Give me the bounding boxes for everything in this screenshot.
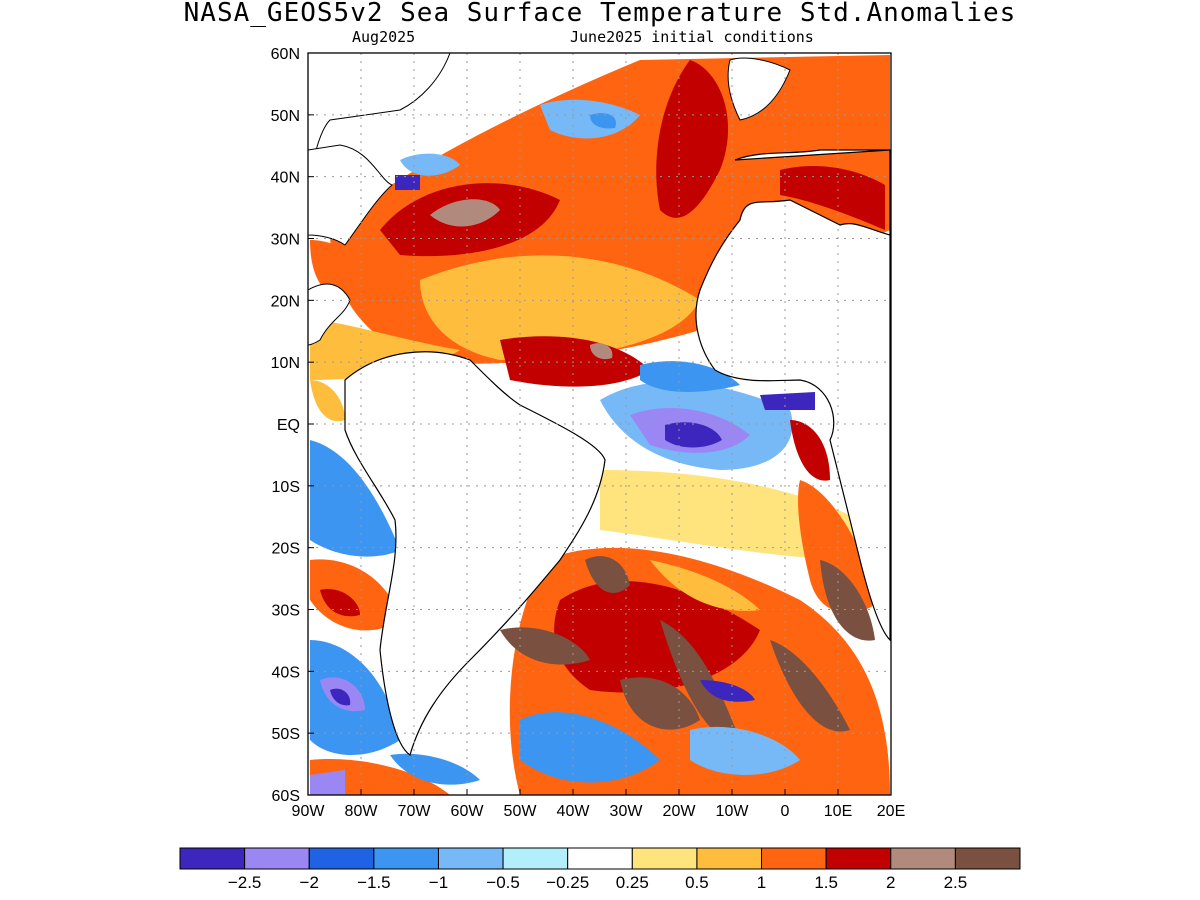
chart-title: NASA_GEOS5v2 Sea Surface Temperature Std…	[183, 0, 1017, 28]
x-tick-label: 0	[781, 803, 790, 820]
legend-swatch	[502, 847, 569, 870]
legend-label: −1.5	[357, 873, 391, 892]
legend-label: 2.5	[944, 873, 968, 892]
y-tick-label: 40S	[272, 664, 300, 681]
latitude-axis: 60N 50N 40N 30N 20N 10N EQ 10S 20S 30S 40S 50S 60S	[271, 46, 314, 805]
y-tick-label: 10S	[272, 479, 300, 496]
x-tick-label: 10W	[716, 803, 750, 820]
y-tick-label: 10N	[271, 355, 300, 372]
x-tick-label: 50W	[504, 803, 538, 820]
legend-swatch	[437, 847, 504, 870]
legend-swatch	[373, 847, 439, 870]
legend-swatch	[179, 847, 246, 870]
forecast-month: Aug2025	[352, 28, 416, 46]
initial-conditions: June2025 initial conditions	[570, 28, 814, 46]
y-tick-label: 20S	[272, 541, 300, 558]
legend-label: −2.5	[228, 873, 262, 892]
x-tick-label: 20E	[877, 803, 905, 820]
x-tick-label: 20W	[663, 803, 697, 820]
x-tick-label: 70W	[398, 803, 432, 820]
y-tick-label: 20N	[271, 293, 300, 310]
x-tick-label: 30W	[610, 803, 644, 820]
x-tick-label: 10E	[824, 803, 852, 820]
legend-label: −2	[300, 873, 319, 892]
legend-swatch	[567, 847, 633, 870]
legend-swatch	[308, 847, 375, 870]
map-gridlines	[308, 53, 891, 795]
x-tick-label: 90W	[292, 803, 326, 820]
legend-label: −0.25	[546, 873, 589, 892]
x-tick-label: 80W	[345, 803, 379, 820]
color-legend: −2.5 −2 −1.5 −1 −0.5 −0.25 0.25 0.5 1 1.5 2 2.5	[179, 847, 1021, 892]
legend-label: 0.25	[616, 873, 649, 892]
anomaly-field	[308, 53, 891, 795]
y-tick-label: 60S	[272, 788, 300, 805]
y-tick-label: 40N	[271, 170, 300, 187]
y-tick-label: 60N	[271, 46, 300, 63]
legend-swatch	[696, 847, 763, 870]
longitude-axis: 90W 80W 70W 60W 50W 40W 30W 20W 10W 0 10E 20E	[292, 789, 905, 820]
legend-swatch	[244, 847, 310, 870]
x-tick-label: 60W	[451, 803, 485, 820]
legend-swatch	[825, 847, 892, 870]
x-tick-label: 40W	[557, 803, 591, 820]
y-tick-label: 30S	[272, 603, 300, 620]
legend-label: 1.5	[814, 873, 838, 892]
legend-swatch	[761, 847, 827, 870]
legend-label: 2	[886, 873, 895, 892]
y-tick-label: EQ	[277, 417, 300, 434]
y-tick-label: 50S	[272, 726, 300, 743]
legend-label: −0.5	[486, 873, 520, 892]
legend-label: 0.5	[685, 873, 709, 892]
legend-swatch	[890, 847, 956, 870]
legend-swatch	[631, 847, 698, 870]
legend-label: −1	[429, 873, 448, 892]
legend-label: 1	[757, 873, 766, 892]
y-tick-label: 50N	[271, 108, 300, 125]
legend-swatch	[954, 847, 1021, 870]
y-tick-label: 30N	[271, 232, 300, 249]
